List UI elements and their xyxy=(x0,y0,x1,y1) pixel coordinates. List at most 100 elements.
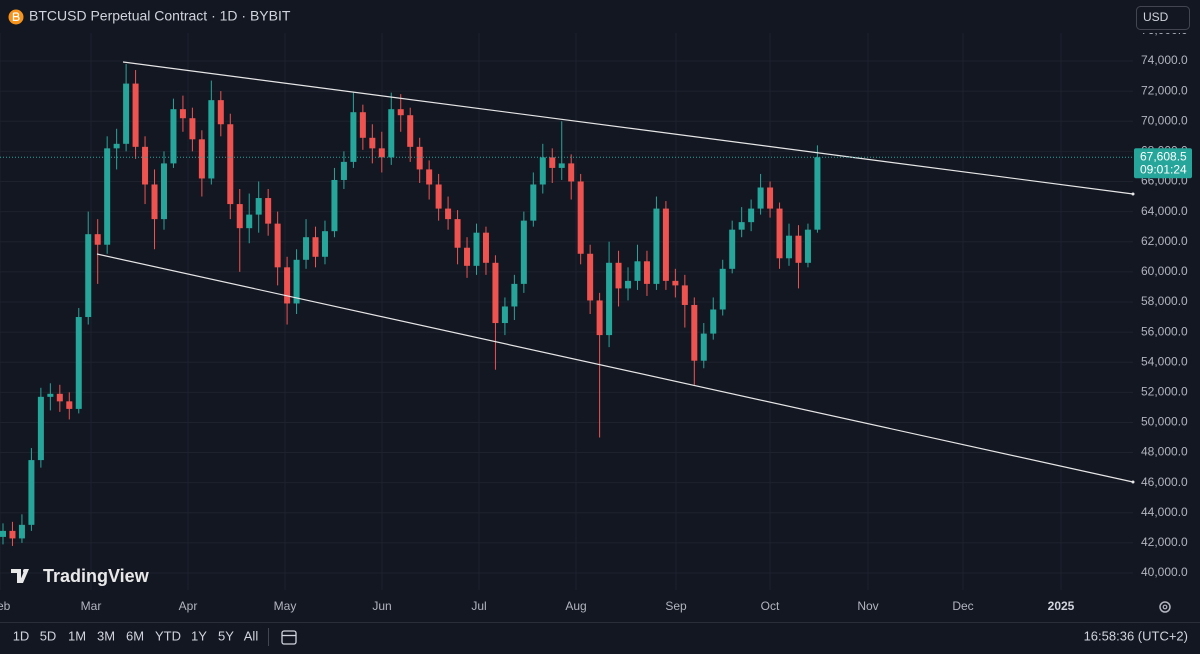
x-tick-label: Jul xyxy=(471,599,486,613)
y-tick-label: 64,000.0 xyxy=(1141,204,1188,218)
candle-body xyxy=(416,146,423,170)
candle-body xyxy=(236,204,243,229)
candle-body xyxy=(681,285,688,305)
candle-body xyxy=(776,208,783,259)
range-button[interactable]: All xyxy=(244,628,259,643)
x-tick-label: 2025 xyxy=(1048,599,1075,613)
y-tick-label: 58,000.0 xyxy=(1141,294,1188,308)
y-tick-label: 54,000.0 xyxy=(1141,354,1188,368)
y-tick-label: 60,000.0 xyxy=(1141,264,1188,278)
y-tick-label: 44,000.0 xyxy=(1141,505,1188,519)
candle-body xyxy=(700,333,707,361)
candle-body xyxy=(151,184,158,220)
y-tick-label: 56,000.0 xyxy=(1141,324,1188,338)
candle-body xyxy=(284,267,291,304)
y-tick-label: 74,000.0 xyxy=(1141,53,1188,67)
x-tick-label: Dec xyxy=(952,599,973,613)
candle-body xyxy=(37,396,44,461)
candle-body xyxy=(189,118,196,140)
range-button[interactable]: 3M xyxy=(97,628,115,643)
candle-body xyxy=(132,83,139,147)
candle-body xyxy=(539,157,546,185)
candle-body xyxy=(719,268,726,310)
candle-body xyxy=(66,401,73,409)
candle-body xyxy=(56,393,63,402)
range-button[interactable]: 1Y xyxy=(191,628,207,643)
header-bar xyxy=(0,0,1200,33)
candle-body xyxy=(369,137,376,149)
candle-body xyxy=(274,223,281,268)
candle-body xyxy=(321,231,328,257)
candle-body xyxy=(426,169,433,185)
candle-body xyxy=(75,317,82,409)
currency-selector[interactable] xyxy=(1136,6,1190,30)
trendline-end xyxy=(1131,192,1135,196)
candle-body xyxy=(227,124,234,205)
trendline xyxy=(96,253,1134,483)
x-tick-label: Jun xyxy=(372,599,391,613)
symbol-title: BTCUSD Perpetual Contract · 1D · BYBIT xyxy=(29,8,291,24)
candle-body xyxy=(303,237,310,260)
candle-body xyxy=(208,100,215,179)
y-tick-label: 52,000.0 xyxy=(1141,384,1188,398)
candle-body xyxy=(255,198,262,215)
candle-body xyxy=(160,163,167,220)
candle-body xyxy=(520,220,527,284)
currency-label[interactable]: USD xyxy=(1143,10,1169,24)
candle-body xyxy=(577,181,584,254)
candle-body xyxy=(265,198,272,224)
plot-area: 40,000.0 42,000.0 44,000.0 46,000.0 48,000.0… xyxy=(0,0,1192,613)
x-tick-label: Mar xyxy=(81,599,102,613)
candle-body xyxy=(625,280,632,289)
candle-body xyxy=(511,283,518,307)
candle-body xyxy=(104,148,111,245)
settings-icon[interactable] xyxy=(1159,601,1171,613)
x-tick-label: Sep xyxy=(665,599,687,613)
candle-body xyxy=(653,208,660,284)
candle-body xyxy=(378,148,385,158)
candle-body xyxy=(795,235,802,263)
candle-body xyxy=(606,262,613,336)
range-button[interactable]: 1M xyxy=(68,628,86,643)
clock: 16:58:36 (UTC+2) xyxy=(1084,628,1188,643)
candle-body xyxy=(587,253,594,301)
candle-body xyxy=(814,157,821,230)
candle-body xyxy=(28,460,35,525)
y-tick-label: 62,000.0 xyxy=(1141,234,1188,248)
calendar-icon[interactable] xyxy=(281,630,297,645)
candle-body xyxy=(710,309,717,334)
range-button[interactable]: 6M xyxy=(126,628,144,643)
candle-body xyxy=(662,208,669,281)
candle-body xyxy=(691,304,698,361)
range-button[interactable]: 5D xyxy=(40,628,57,643)
coin-glyph xyxy=(12,12,20,22)
candle-body xyxy=(312,237,319,257)
y-tick-label: 72,000.0 xyxy=(1141,83,1188,97)
candle-body xyxy=(501,306,508,324)
candle-body xyxy=(615,262,622,289)
candle-body xyxy=(142,146,149,185)
candle-body xyxy=(359,112,366,138)
candle-body xyxy=(568,163,575,182)
y-tick-label: 70,000.0 xyxy=(1141,113,1188,127)
candle-body xyxy=(350,112,357,162)
settings-icon-center[interactable] xyxy=(1162,604,1168,610)
candle-body xyxy=(113,143,120,149)
range-button[interactable]: YTD xyxy=(155,628,181,643)
candle-body xyxy=(47,393,54,397)
candle-body xyxy=(530,184,537,221)
y-tick-label: 50,000.0 xyxy=(1141,415,1188,429)
x-tick-label: Aug xyxy=(565,599,586,613)
candle-body xyxy=(407,115,414,147)
range-button[interactable]: 5Y xyxy=(218,628,234,643)
candle-body xyxy=(340,161,347,180)
countdown-label: 09:01:24 xyxy=(1140,162,1187,176)
candle-body xyxy=(634,261,641,281)
range-button[interactable]: 1D xyxy=(13,628,30,643)
watermark-logo-dot xyxy=(23,569,27,573)
candle-body xyxy=(198,139,205,179)
trendline-end xyxy=(1131,480,1135,484)
y-tick-label: 46,000.0 xyxy=(1141,475,1188,489)
candle-body xyxy=(757,187,764,209)
